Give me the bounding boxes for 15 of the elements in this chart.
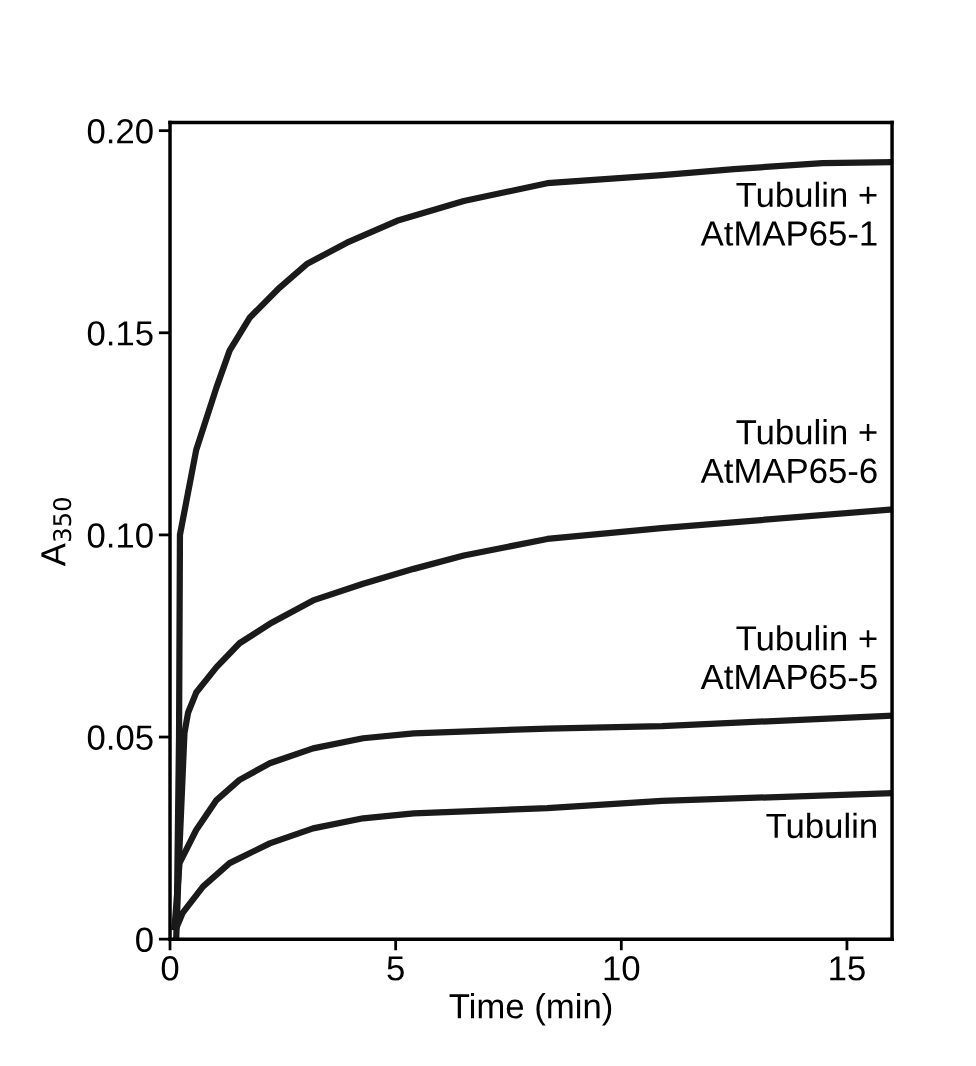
- series-label: Tubulin: [766, 812, 876, 839]
- y-axis-title: A$_{350}$: [41, 498, 72, 567]
- y-tick-label: 0.10: [87, 523, 153, 548]
- x-tick-label: 5: [387, 956, 404, 981]
- series-label: Tubulin + AtMAP65-6: [700, 418, 877, 484]
- series-label: Tubulin + AtMAP65-1: [700, 181, 877, 246]
- y-tick-label: 0: [136, 927, 153, 953]
- x-tick-label: 15: [830, 956, 865, 981]
- x-tick-label: 10: [604, 956, 640, 981]
- y-tick-label: 0.05: [87, 725, 153, 750]
- y-tick-label: 0.20: [87, 119, 153, 144]
- x-axis-title: Time (min): [449, 993, 612, 1026]
- series-label: Tubulin + AtMAP65-5: [700, 625, 877, 690]
- y-tick-label: 0.15: [87, 321, 153, 346]
- x-tick-label: 0: [161, 956, 179, 981]
